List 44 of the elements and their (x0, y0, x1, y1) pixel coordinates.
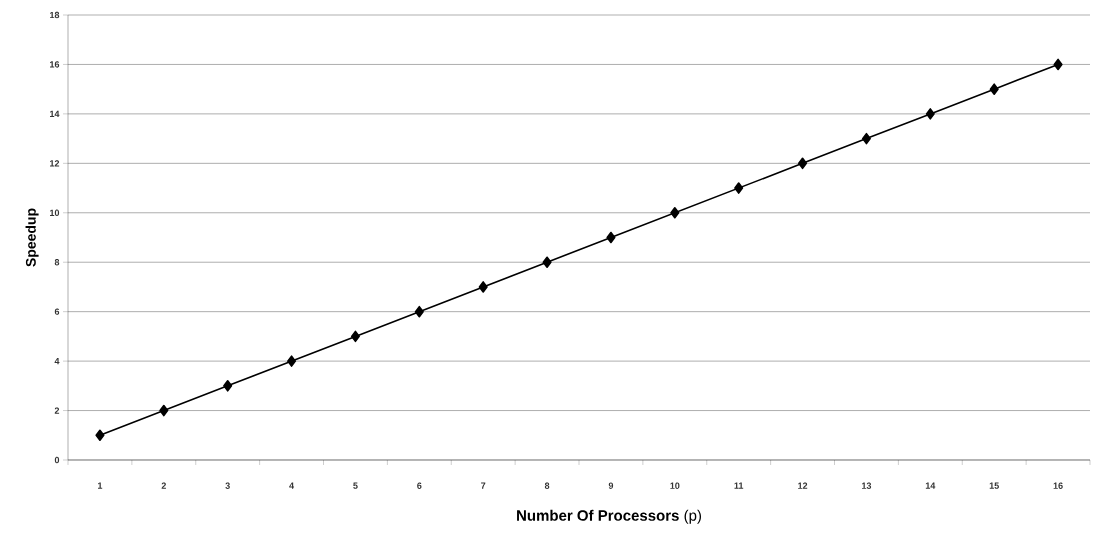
point (734, 182, 744, 194)
point (1053, 58, 1063, 71)
y-tick-label: 4 (54, 358, 60, 365)
point (989, 83, 999, 95)
y-tick-label: 6 (54, 308, 60, 315)
point (798, 157, 808, 170)
x-tick-label: 16 (1053, 482, 1063, 489)
x-tick-label: 11 (734, 482, 744, 489)
y-tick-label: 12 (50, 160, 60, 167)
x-tick-label: 1 (98, 482, 103, 489)
y-tick-label: 10 (50, 209, 60, 216)
x-tick-label: 10 (670, 482, 680, 489)
point (159, 404, 169, 417)
x-tick-label: 12 (798, 482, 808, 489)
point (414, 305, 424, 318)
x-tick-label: 13 (862, 482, 872, 489)
x-tick-label: 15 (989, 482, 999, 489)
x-tick-label: 2 (161, 482, 166, 489)
y-tick-label: 2 (54, 407, 60, 414)
point (861, 132, 871, 145)
x-tick-label: 4 (289, 482, 295, 489)
x-tick-label: 14 (925, 482, 936, 489)
point (606, 231, 616, 244)
x-axis-title: Number Of Processors (p) (517, 509, 702, 524)
point (287, 355, 297, 367)
point (223, 380, 233, 392)
x-tick-label: 7 (481, 482, 486, 489)
point (542, 256, 552, 269)
x-tick-label: 3 (225, 482, 230, 489)
y-tick-label: 16 (50, 61, 60, 68)
y-tick-label: 0 (54, 456, 60, 464)
x-tick-label: 9 (608, 482, 614, 489)
x-tick-label: 6 (417, 482, 422, 489)
y-tick-label: 14 (50, 110, 60, 117)
x-tick-label: 8 (544, 482, 550, 489)
point (670, 206, 680, 219)
point (350, 330, 360, 343)
y-tick-label: 18 (50, 11, 60, 19)
point (925, 108, 935, 120)
y-tick-label: 8 (54, 259, 60, 266)
x-tick-label: 5 (353, 482, 358, 489)
point (95, 429, 105, 442)
point (478, 281, 488, 293)
y-axis-title: Speedup (25, 208, 39, 267)
